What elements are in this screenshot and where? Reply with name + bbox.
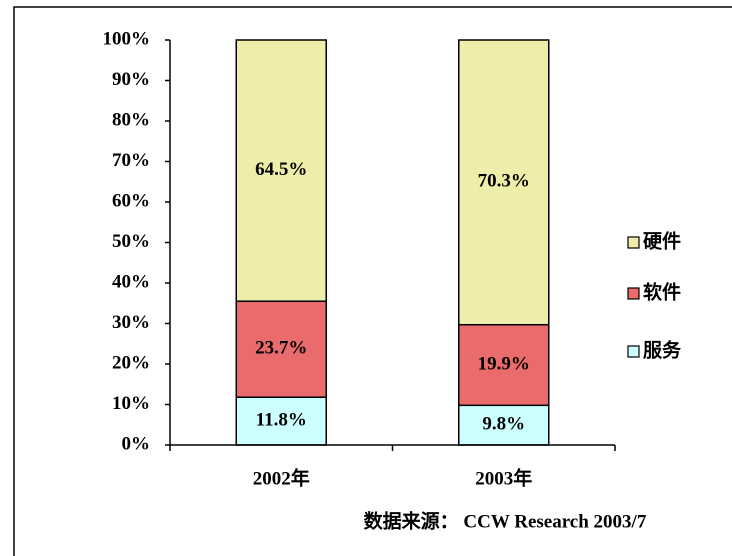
legend-label: 软件	[643, 280, 681, 303]
data-label: 64.5%	[255, 159, 307, 180]
data-label: 23.7%	[255, 338, 307, 359]
bar-segment	[235, 300, 327, 398]
data-label: 11.8%	[256, 409, 307, 430]
y-tick-label: 90%	[112, 69, 150, 90]
legend-swatch	[627, 287, 640, 300]
y-tick-label: 70%	[112, 150, 150, 171]
y-tick-label: 80%	[112, 109, 150, 130]
data-label: 70.3%	[478, 171, 530, 192]
y-tick-label: 20%	[112, 352, 150, 373]
y-tick-label: 50%	[112, 231, 150, 252]
data-label: 19.9%	[478, 353, 530, 374]
y-tick-label: 40%	[112, 271, 150, 292]
legend-swatch	[627, 345, 640, 358]
legend-label: 服务	[643, 338, 682, 361]
y-tick-label: 60%	[112, 190, 150, 211]
y-tick-label: 100%	[103, 28, 151, 49]
y-tick-label: 10%	[112, 393, 150, 414]
bar-segment	[458, 323, 550, 407]
bar-segment	[458, 39, 550, 326]
bar-segment	[235, 396, 327, 446]
x-tick-label: 2003年	[475, 466, 532, 489]
data-label: 9.8%	[482, 414, 525, 435]
y-tick-label: 30%	[112, 312, 150, 333]
x-tick-label: 2002年	[253, 466, 310, 489]
legend-swatch	[627, 236, 640, 249]
y-tick-label: 0%	[122, 433, 151, 454]
legend-label: 硬件	[643, 229, 681, 252]
bar-segment	[235, 39, 327, 302]
chart-frame	[13, 6, 732, 556]
source-note: 数据来源： CCW Research 2003/7	[364, 509, 647, 532]
